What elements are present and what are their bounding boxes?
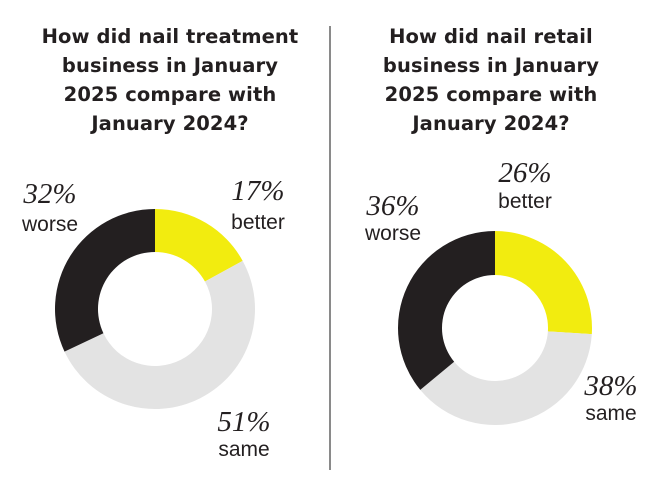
slice-percent: 17%	[231, 175, 284, 207]
donut-slice-better	[495, 231, 592, 335]
donut-slice-same	[420, 331, 592, 426]
slice-percent: 38%	[583, 370, 637, 402]
title-line: January 2024?	[412, 112, 570, 135]
slice-label-better: 26% better	[498, 157, 552, 213]
chart-title-treatment: How did nail treatment business in Janua…	[20, 22, 320, 138]
slice-name: worse	[21, 213, 78, 236]
donut-chart-retail	[398, 231, 592, 426]
chart-title-retail: How did nail retail business in January …	[346, 22, 636, 138]
slice-label-better: 17% better	[231, 175, 285, 234]
slice-name: better	[498, 190, 552, 213]
donut-chart-treatment	[54, 209, 256, 410]
title-line: How did nail treatment	[41, 25, 299, 48]
title-line: business in January	[382, 54, 600, 77]
title-line: 2025 compare with	[63, 83, 277, 106]
slice-percent: 32%	[22, 178, 76, 210]
slice-percent: 51%	[217, 406, 270, 438]
donut-slice-worse	[398, 231, 495, 390]
donut-slice-worse	[54, 209, 156, 352]
slice-label-worse: 36% worse	[364, 190, 421, 245]
slice-label-worse: 32% worse	[21, 178, 78, 236]
slice-label-same: 38% same	[583, 370, 637, 425]
slice-name: worse	[364, 222, 421, 245]
slice-name: same	[218, 438, 269, 461]
title-line: business in January	[61, 54, 279, 77]
slice-name: better	[231, 211, 285, 234]
title-line: January 2024?	[91, 112, 249, 135]
slice-label-same: 51% same	[217, 406, 270, 461]
title-line: How did nail retail	[389, 25, 593, 48]
slice-percent: 26%	[498, 157, 551, 189]
title-line: 2025 compare with	[384, 83, 598, 106]
slice-percent: 36%	[365, 190, 419, 222]
slice-name: same	[585, 402, 636, 425]
divider	[329, 26, 331, 470]
donut-slice-better	[155, 209, 243, 282]
donut-slice-same	[64, 260, 256, 410]
